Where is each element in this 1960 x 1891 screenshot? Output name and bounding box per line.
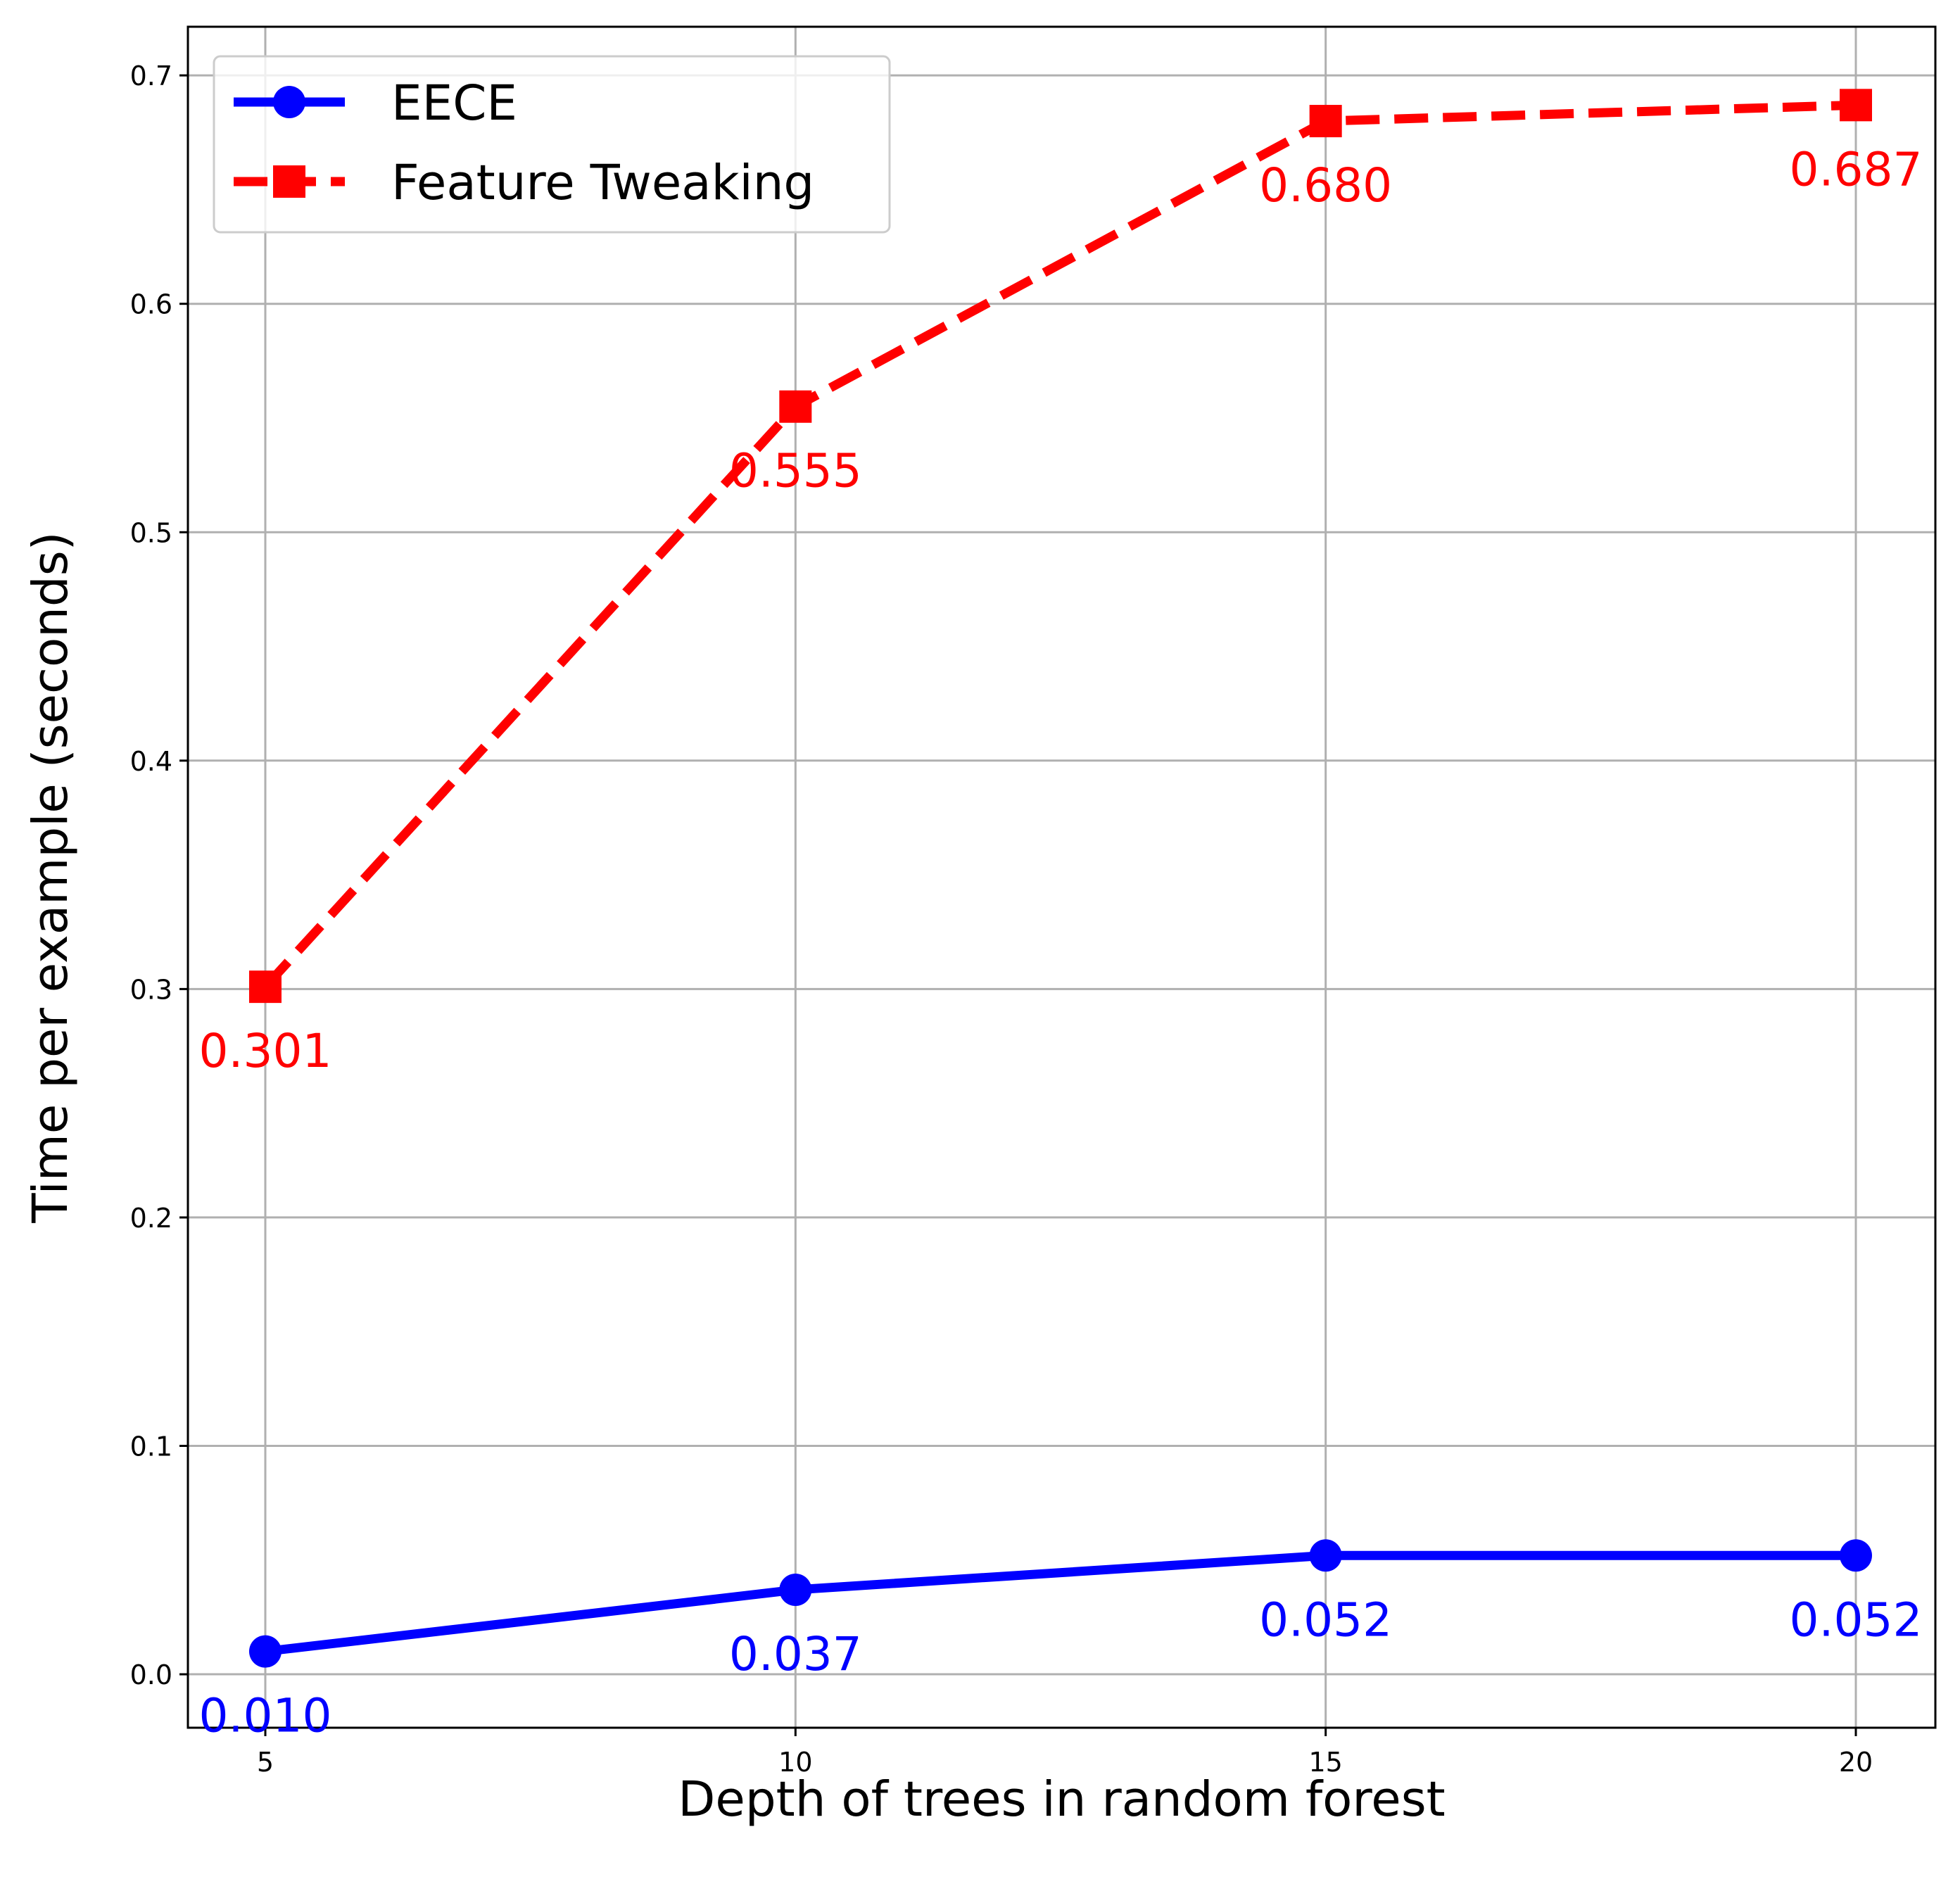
data-point [248,1635,282,1668]
data-point [779,390,812,423]
legend-marker [273,86,305,118]
y-tick-label: 0.2 [130,1203,172,1234]
x-axis-label: Depth of trees in random forest [678,1771,1445,1828]
x-tick-label: 20 [1839,1747,1873,1778]
data-point [1839,89,1872,122]
data-label: 0.037 [729,1627,862,1681]
data-label: 0.052 [1790,1593,1923,1647]
data-point [1839,1539,1872,1572]
series-line-0 [265,1550,1856,1657]
grid [188,27,1935,1728]
series-line-1 [262,100,1857,990]
y-tick-label: 0.7 [130,61,172,91]
legend-entries: EECE Feature Tweaking [234,75,814,211]
y-tick-label: 0.3 [130,974,172,1005]
axes: 5 10 15 20 0.0 0.1 0.2 0.3 0.4 0.5 0.6 0.7 [130,25,1937,1778]
x-tick-label: 10 [778,1747,812,1778]
data-label: 0.555 [729,444,862,498]
legend-label: EECE [391,75,517,132]
y-tick-label: 0.4 [130,746,172,777]
data-label: 0.687 [1790,142,1923,196]
plot-frame [186,25,1937,1729]
x-tick-label: 5 [257,1747,274,1778]
y-axis-label: Time per example (seconds) [23,531,79,1223]
legend-label: Feature Tweaking [391,155,814,211]
legend: EECE Feature Tweaking [213,55,891,234]
plot-series [248,89,1872,1668]
legend-marker [273,165,305,198]
data-labels: 0.010 0.037 0.052 0.052 0.301 0.555 0.680 0.687 [199,142,1923,1743]
legend-box [213,55,891,234]
data-label: 0.301 [199,1024,332,1078]
data-label: 0.680 [1259,158,1392,213]
y-tick-label: 0.5 [130,517,172,548]
data-point [1309,105,1342,138]
x-tick-label: 15 [1308,1747,1342,1778]
data-point [1309,1539,1342,1572]
data-point [779,1573,812,1606]
data-label: 0.052 [1259,1593,1392,1647]
y-tick-label: 0.1 [130,1431,172,1462]
data-point [248,970,282,1004]
y-tick-label: 0.6 [130,289,172,320]
data-label: 0.010 [199,1689,332,1743]
y-tick-label: 0.0 [130,1659,172,1690]
